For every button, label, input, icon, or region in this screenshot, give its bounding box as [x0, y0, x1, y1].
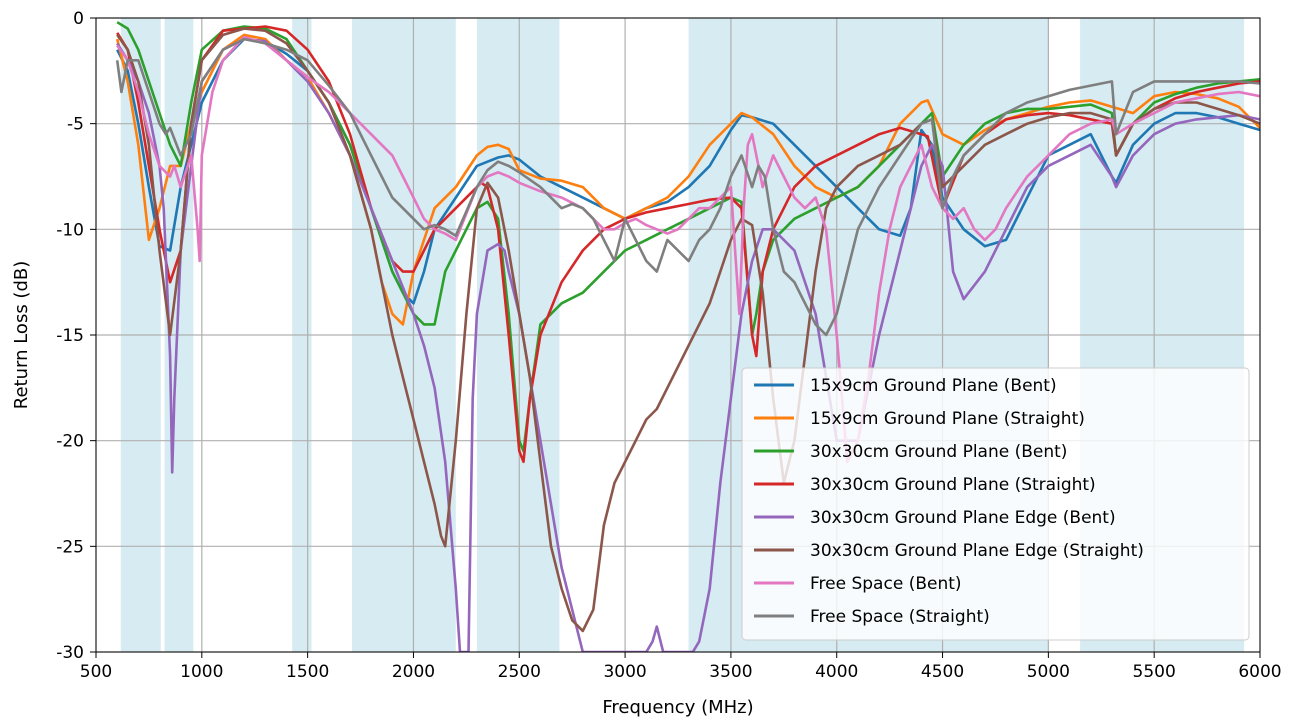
- legend-entry: 15x9cm Ground Plane (Bent): [810, 376, 1057, 396]
- axis-ticks: 500 1000 1500 2000 2500 3000 3500 4000 4500 5000 5…: [56, 9, 1281, 682]
- x-tick-label: 5500: [1133, 662, 1176, 682]
- legend-entry: 30x30cm Ground Plane Edge (Bent): [810, 508, 1116, 528]
- legend-box: [741, 367, 1250, 641]
- y-tick-label: -5: [67, 115, 84, 135]
- y-tick-label: 0: [73, 9, 84, 29]
- series-line-3: [116, 21, 1260, 453]
- y-tick-label: -15: [56, 326, 84, 346]
- legend-entry: Free Space (Bent): [810, 574, 962, 594]
- x-axis-label: Frequency (MHz): [602, 697, 753, 718]
- series-line-8: [115, 37, 1260, 337]
- x-tick-label: 2500: [498, 662, 541, 682]
- legend-entry: 30x30cm Ground Plane (Straight): [810, 475, 1096, 495]
- series-line-7: [116, 35, 1260, 464]
- x-tick-label: 3500: [709, 662, 752, 682]
- x-tick-label: 1000: [180, 662, 223, 682]
- x-tick-label: 6000: [1238, 662, 1281, 682]
- x-tick-label: 3000: [603, 662, 646, 682]
- y-tick-label: -10: [56, 220, 84, 240]
- x-tick-label: 5000: [1027, 662, 1070, 682]
- series-lines: [115, 21, 1260, 652]
- legend-entry: 30x30cm Ground Plane (Bent): [810, 442, 1067, 462]
- x-tick-label: 4000: [815, 662, 858, 682]
- y-tick-label: -20: [56, 432, 84, 452]
- y-tick-label: -30: [56, 643, 84, 663]
- x-tick-label: 500: [80, 662, 112, 682]
- legend-entry: Free Space (Straight): [810, 607, 990, 627]
- x-tick-label: 4500: [921, 662, 964, 682]
- series-line-2: [115, 33, 1260, 326]
- series-line-4: [116, 25, 1260, 464]
- legend-entry: 15x9cm Ground Plane (Straight): [810, 409, 1085, 429]
- legend: 15x9cm Ground Plane (Bent) 15x9cm Ground …: [741, 367, 1250, 641]
- x-tick-label: 1500: [286, 662, 329, 682]
- y-axis-label: Return Loss (dB): [11, 261, 32, 409]
- legend-entry: 30x30cm Ground Plane Edge (Straight): [810, 541, 1144, 561]
- y-tick-label: -25: [56, 537, 84, 557]
- x-tick-label: 2000: [392, 662, 435, 682]
- series-line-6: [116, 27, 1260, 633]
